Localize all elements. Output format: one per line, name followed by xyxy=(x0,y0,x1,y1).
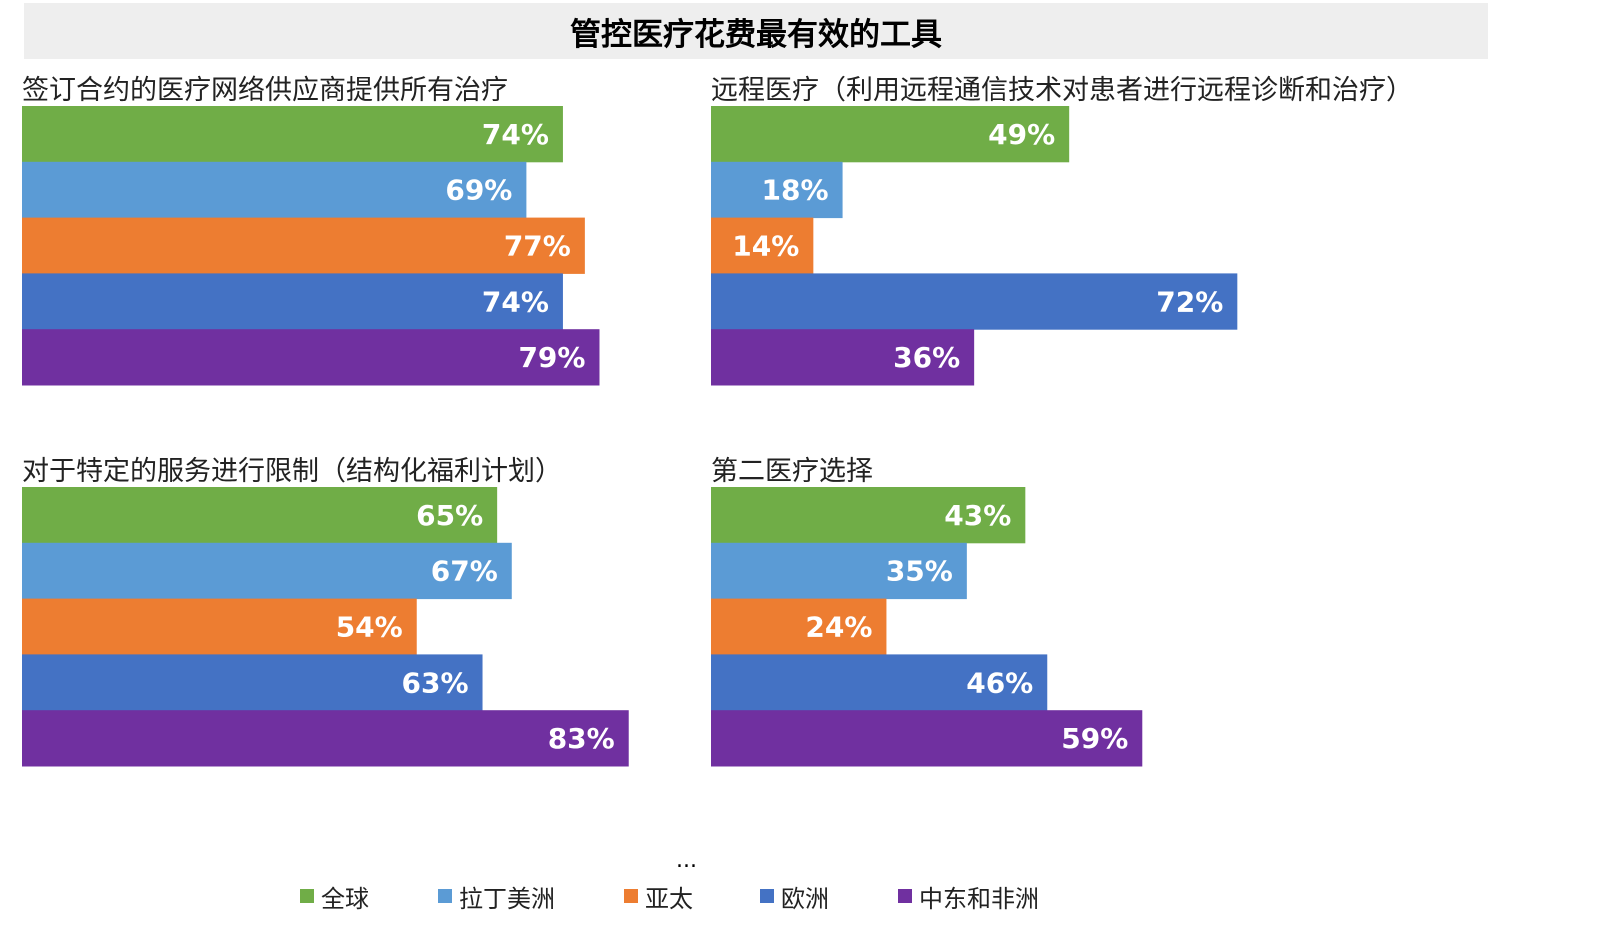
bar xyxy=(711,217,814,274)
bar xyxy=(22,273,563,330)
data-label: 79% xyxy=(518,341,585,374)
data-label: 36% xyxy=(893,341,960,374)
legend-label: 欧洲 xyxy=(781,884,829,913)
data-label: 43% xyxy=(944,499,1011,532)
bar xyxy=(22,217,585,274)
chart-title-bar: 管控医疗花费最有效的工具 xyxy=(24,3,1488,59)
legend-item: 中东和非洲 xyxy=(898,876,1039,916)
legend-label: 拉丁美洲 xyxy=(459,884,555,913)
data-label: 18% xyxy=(762,174,829,207)
data-label: 74% xyxy=(482,118,549,151)
bar xyxy=(22,487,498,544)
bar xyxy=(22,161,527,219)
data-label: 67% xyxy=(431,555,498,588)
data-label: 74% xyxy=(482,285,549,318)
bar xyxy=(711,106,1070,163)
panel-title: 第二医疗选择 xyxy=(711,456,873,487)
legend-item: 拉丁美洲 xyxy=(438,876,555,916)
legend-swatch xyxy=(300,889,314,903)
data-label: 69% xyxy=(445,174,512,207)
panel-telemedicine: 远程医疗（利用远程通信技术对患者进行远程诊断和治疗） 49% 18% 14% 72% 3… xyxy=(711,68,1471,408)
data-label: 63% xyxy=(401,666,468,699)
data-label: 77% xyxy=(504,230,571,263)
legend-swatch xyxy=(438,889,452,903)
panel-title: 对于特定的服务进行限制（结构化福利计划） xyxy=(22,456,562,487)
data-label: 35% xyxy=(886,555,953,588)
legend: 全球 拉丁美洲 亚太 欧洲 中东和非洲 xyxy=(300,876,1200,916)
bar xyxy=(22,542,512,600)
chart-title: 管控医疗花费最有效的工具 xyxy=(570,16,942,53)
bar-chart: 43% 35% 24% 46% 59% xyxy=(711,487,1143,767)
panel-contracted-network: 签订合约的医疗网络供应商提供所有治疗 74% 69% 77% 74% 79% xyxy=(22,68,782,408)
ellipsis-text: ... xyxy=(676,848,697,873)
data-label: 83% xyxy=(548,722,615,755)
bar xyxy=(711,598,887,655)
data-label: 46% xyxy=(966,666,1033,699)
legend-label: 全球 xyxy=(321,884,369,913)
bar-chart: 49% 18% 14% 72% 36% xyxy=(711,106,1238,386)
panel-title: 远程医疗（利用远程通信技术对患者进行远程诊断和治疗） xyxy=(711,75,1413,106)
bar xyxy=(711,329,975,386)
bar xyxy=(22,106,563,163)
legend-swatch xyxy=(624,889,638,903)
bar xyxy=(711,654,1048,711)
data-label: 49% xyxy=(988,118,1055,151)
panel-title: 签订合约的医疗网络供应商提供所有治疗 xyxy=(22,75,508,106)
bar xyxy=(711,487,1026,544)
bar-chart: 74% 69% 77% 74% 79% xyxy=(22,106,600,386)
bar xyxy=(711,273,1238,330)
legend-label: 中东和非洲 xyxy=(919,884,1039,913)
panel-structured-benefit: 对于特定的服务进行限制（结构化福利计划） 65% 67% 54% 63% 83% xyxy=(22,449,782,789)
legend-label: 亚太 xyxy=(645,884,693,913)
bar xyxy=(711,161,843,219)
panel-second-opinion: 第二医疗选择 43% 35% 24% 46% 59% xyxy=(711,449,1471,789)
bar xyxy=(711,710,1143,767)
legend-item: 欧洲 xyxy=(760,876,829,916)
data-label: 59% xyxy=(1061,722,1128,755)
data-label: 14% xyxy=(732,230,799,263)
bar xyxy=(22,710,629,767)
legend-swatch xyxy=(760,889,774,903)
bar xyxy=(22,654,483,711)
bar xyxy=(22,329,600,386)
data-label: 72% xyxy=(1156,285,1223,318)
bar xyxy=(22,598,417,655)
data-label: 54% xyxy=(336,611,403,644)
bar-chart: 65% 67% 54% 63% 83% xyxy=(22,487,629,767)
bar xyxy=(711,542,967,600)
legend-item: 亚太 xyxy=(624,876,693,916)
data-label: 24% xyxy=(805,611,872,644)
legend-swatch xyxy=(898,889,912,903)
legend-item: 全球 xyxy=(300,876,369,916)
data-label: 65% xyxy=(416,499,483,532)
